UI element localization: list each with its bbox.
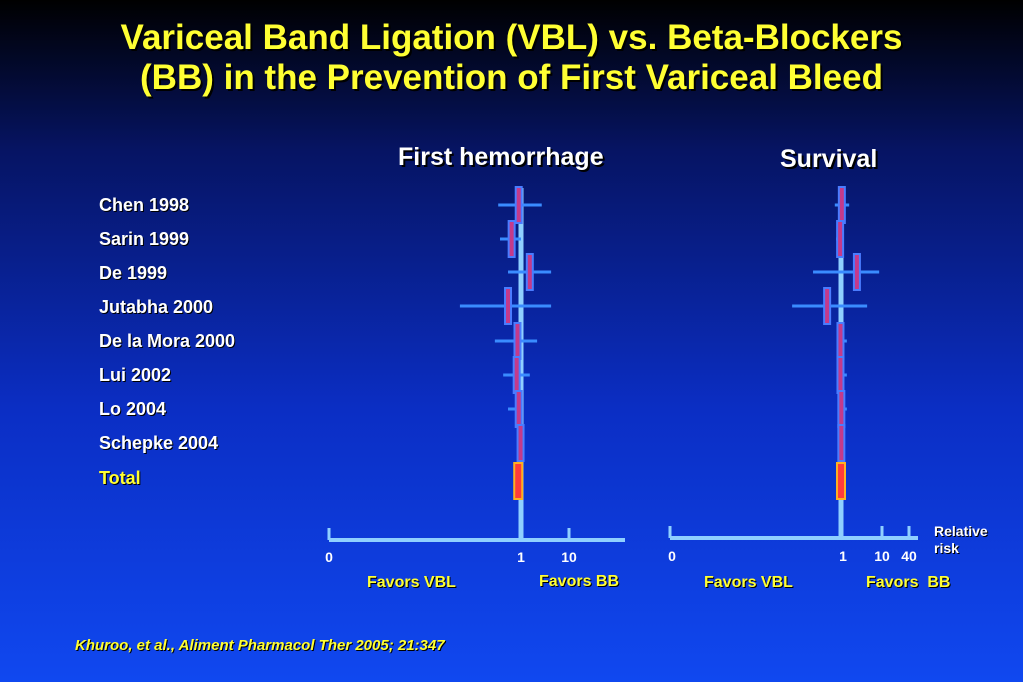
relative-risk-label-line-1: Relative — [934, 523, 988, 539]
relative-risk-label: Relative risk — [934, 523, 1014, 557]
point-estimate — [836, 220, 845, 258]
x-axis-tick-label: 10 — [561, 549, 577, 565]
x-axis-tick-label: 40 — [901, 548, 917, 564]
point-estimate — [513, 322, 522, 360]
x-axis-tick-label: 1 — [517, 549, 525, 565]
study-label-total: Total — [99, 468, 141, 488]
study-label-lui-2002: Lui 2002 — [99, 365, 172, 385]
study-label-lo-2004: Lo 2004 — [99, 399, 167, 419]
study-label-jutabha-2000: Jutabha 2000 — [99, 297, 214, 317]
study-label-sarin-1999: Sarin 1999 — [99, 229, 190, 249]
point-estimate — [516, 424, 525, 462]
x-axis-tick-label: 0 — [325, 549, 333, 565]
point-estimate — [837, 424, 846, 462]
point-estimate — [504, 287, 513, 325]
point-estimate — [514, 390, 523, 428]
point-estimate-total — [836, 462, 846, 500]
x-axis-tick-label: 1 — [839, 548, 847, 564]
favors-vbl-right: Favors VBL — [704, 574, 793, 591]
title-line-2: (BB) in the Prevention of First Variceal… — [140, 58, 883, 97]
point-estimate — [852, 253, 861, 291]
point-estimate — [837, 390, 846, 428]
panel-title-first-hemorrhage: First hemorrhage — [398, 143, 604, 171]
relative-risk-label-line-2: risk — [934, 540, 959, 556]
point-estimate — [837, 186, 846, 224]
x-axis-tick-label: 10 — [874, 548, 890, 564]
point-estimate-total — [513, 462, 524, 500]
point-estimate — [525, 253, 534, 291]
study-label-de-1999: De 1999 — [99, 263, 168, 283]
study-label-de-la-mora-2000: De la Mora 2000 — [99, 331, 236, 351]
favors-bb-right: Favors BB — [866, 574, 951, 591]
point-estimate — [507, 220, 516, 258]
x-axis-tick-label: 0 — [668, 548, 676, 564]
title-line-1: Variceal Band Ligation (VBL) vs. Beta-Bl… — [120, 18, 903, 57]
favors-vbl-left: Favors VBL — [367, 574, 456, 591]
point-estimate — [512, 356, 521, 394]
study-label-chen-1998: Chen 1998 — [99, 195, 190, 215]
slide-title: Variceal Band Ligation (VBL) vs. Beta-Bl… — [0, 18, 1023, 98]
point-estimate — [836, 356, 845, 394]
citation: Khuroo, et al., Aliment Pharmacol Ther 2… — [75, 637, 445, 654]
study-label-schepke-2004: Schepke 2004 — [99, 433, 219, 453]
panel-title-survival: Survival — [780, 145, 878, 173]
point-estimate — [823, 287, 832, 325]
point-estimate — [836, 322, 845, 360]
favors-bb-left: Favors BB — [539, 573, 620, 590]
point-estimate — [514, 186, 523, 224]
